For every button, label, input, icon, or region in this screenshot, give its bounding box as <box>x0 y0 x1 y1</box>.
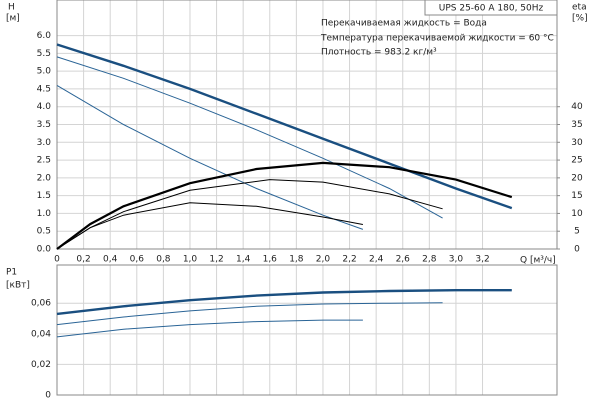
x-tick-label: 2,0 <box>316 255 331 265</box>
y-unit: [м] <box>6 14 20 24</box>
note: Плотность = 983.2 кг/м³ <box>321 48 437 58</box>
curve <box>56 43 513 210</box>
curve <box>56 319 363 338</box>
x-tick-label: 1,4 <box>236 255 251 265</box>
x-tick-label: 1,6 <box>263 255 278 265</box>
curve <box>56 161 513 250</box>
y2-tick-label: 25 <box>571 156 582 166</box>
curve <box>56 289 512 316</box>
y-tick-label: 5.0 <box>37 67 52 77</box>
x-tick-label: 0,4 <box>103 255 118 265</box>
y-tick-label: 3.0 <box>37 138 52 148</box>
y2-label: eta <box>572 3 587 13</box>
model-label: UPS 25-60 A 180, 50Hz <box>439 4 544 14</box>
y-tick-label: 1.0 <box>37 209 52 219</box>
y2-tick-label: 35 <box>571 120 582 130</box>
curve <box>56 56 443 219</box>
y-tick-label: 0.0 <box>37 245 52 255</box>
y2-tick-label: 10 <box>571 209 583 219</box>
note: Температура перекачиваемой жидкости = 60… <box>320 34 554 44</box>
y2-unit: [%] <box>572 14 588 24</box>
y2-tick-label: 20 <box>571 173 583 183</box>
y-tick-label: 4.0 <box>37 102 52 112</box>
x-label: Q [м³/ч] <box>520 256 556 266</box>
y-tick-label: 0,02 <box>31 360 51 370</box>
y2-tick-label: 5 <box>574 227 580 237</box>
x-tick-label: 0,2 <box>76 255 90 265</box>
curve <box>56 202 363 250</box>
curve <box>56 84 364 230</box>
plot-frame <box>56 264 558 396</box>
y-tick-label: 5.5 <box>37 49 51 59</box>
x-tick-label: 1,8 <box>289 255 304 265</box>
y-tick-label: 0,04 <box>31 329 51 339</box>
y-tick-label: 2.0 <box>37 173 52 183</box>
y-tick-label: 0 <box>45 391 51 400</box>
curve <box>56 302 443 326</box>
y2-tick-label: 40 <box>571 102 583 112</box>
y-label: P1 <box>6 268 17 278</box>
y-tick-label: 0.5 <box>37 227 51 237</box>
x-tick-label: 2,6 <box>396 255 411 265</box>
x-tick-label: 0,8 <box>156 255 171 265</box>
x-tick-label: 0 <box>54 255 60 265</box>
y-tick-label: 1.5 <box>37 191 51 201</box>
model-box <box>424 0 558 16</box>
y2-tick-label: 15 <box>571 191 582 201</box>
y-tick-label: 3.5 <box>37 120 51 130</box>
y-tick-label: 4.5 <box>37 84 51 94</box>
y2-tick-label: 0 <box>574 245 580 255</box>
x-tick-label: 3,0 <box>449 255 464 265</box>
x-tick-label: 1,0 <box>183 255 198 265</box>
note: Перекачиваемая жидкость = Вода <box>321 19 487 29</box>
curve <box>56 179 443 250</box>
x-tick-label: 3,2 <box>475 255 489 265</box>
x-tick-label: 0,6 <box>130 255 145 265</box>
x-tick-label: 2,4 <box>369 255 384 265</box>
y-tick-label: 2.5 <box>37 156 51 166</box>
x-tick-label: 2,8 <box>422 255 437 265</box>
x-tick-label: 1,2 <box>209 255 223 265</box>
y-tick-label: 0,06 <box>31 299 51 309</box>
plot-frame <box>56 0 558 250</box>
plot-area <box>57 265 557 395</box>
y-label: H <box>8 3 15 13</box>
y2-tick-label: 30 <box>571 138 583 148</box>
y-tick-label: 6.0 <box>37 31 52 41</box>
x-tick-label: 2,2 <box>342 255 356 265</box>
y-unit: [кВт] <box>6 281 30 291</box>
